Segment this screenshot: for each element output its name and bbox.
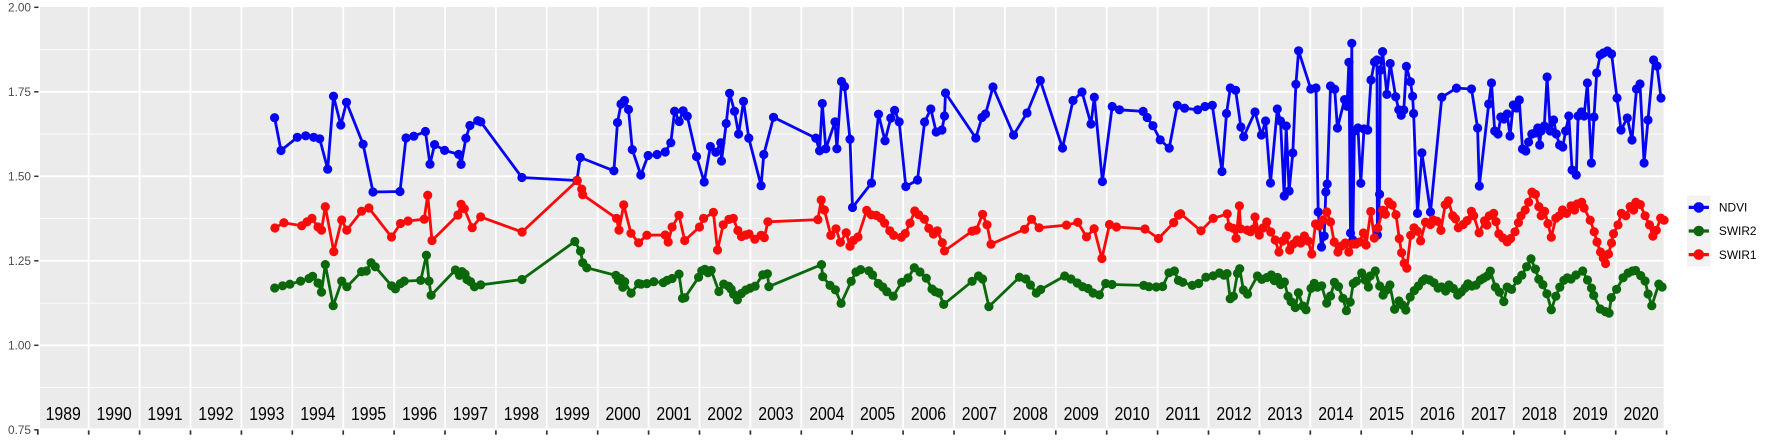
svg-text:2017: 2017 (1471, 404, 1506, 424)
svg-text:1.75: 1.75 (8, 85, 31, 99)
svg-text:NDVI: NDVI (1719, 201, 1747, 215)
svg-text:1.00: 1.00 (8, 339, 31, 353)
svg-text:2002: 2002 (707, 404, 742, 424)
svg-text:2014: 2014 (1318, 404, 1353, 424)
svg-text:2000: 2000 (606, 404, 641, 424)
svg-text:2001: 2001 (656, 404, 691, 424)
svg-text:1990: 1990 (97, 404, 132, 424)
svg-text:2010: 2010 (1115, 404, 1150, 424)
svg-text:2013: 2013 (1267, 404, 1302, 424)
svg-text:2008: 2008 (1013, 404, 1048, 424)
svg-text:1997: 1997 (453, 404, 488, 424)
svg-text:0.75: 0.75 (8, 423, 31, 437)
svg-text:2009: 2009 (1064, 404, 1099, 424)
svg-text:2019: 2019 (1573, 404, 1608, 424)
svg-text:1999: 1999 (555, 404, 590, 424)
svg-text:1989: 1989 (46, 404, 81, 424)
svg-text:2012: 2012 (1216, 404, 1251, 424)
svg-text:2007: 2007 (962, 404, 997, 424)
svg-text:1.50: 1.50 (8, 170, 31, 184)
svg-text:1998: 1998 (504, 404, 539, 424)
svg-text:1995: 1995 (351, 404, 386, 424)
svg-text:2016: 2016 (1420, 404, 1455, 424)
svg-text:2003: 2003 (758, 404, 793, 424)
svg-text:1993: 1993 (249, 404, 284, 424)
svg-text:2018: 2018 (1522, 404, 1557, 424)
svg-text:SWIR2: SWIR2 (1719, 224, 1757, 238)
svg-text:1.25: 1.25 (8, 254, 31, 268)
svg-text:1994: 1994 (300, 404, 335, 424)
svg-text:2011: 2011 (1165, 404, 1200, 424)
svg-text:1996: 1996 (402, 404, 437, 424)
svg-text:2006: 2006 (911, 404, 946, 424)
svg-text:SWIR1: SWIR1 (1719, 248, 1757, 262)
svg-text:1992: 1992 (198, 404, 233, 424)
svg-text:1991: 1991 (147, 404, 182, 424)
svg-text:2004: 2004 (809, 404, 844, 424)
svg-text:2.00: 2.00 (8, 1, 31, 15)
svg-text:2005: 2005 (860, 404, 895, 424)
svg-text:2015: 2015 (1369, 404, 1404, 424)
svg-text:2020: 2020 (1624, 404, 1659, 424)
